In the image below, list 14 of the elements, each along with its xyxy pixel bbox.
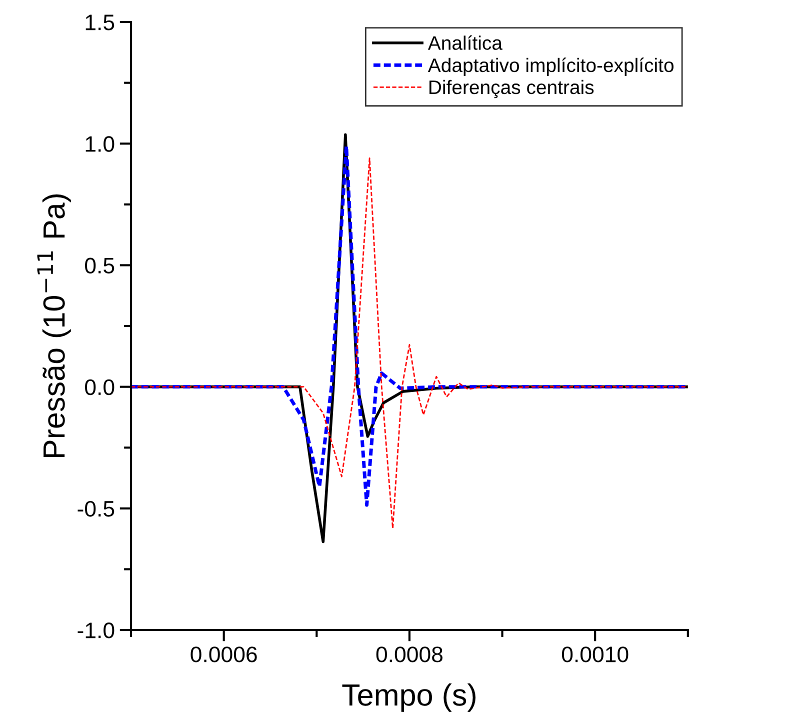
y-tick-label: 0.5 — [85, 258, 114, 274]
x-tick-label: 0.0010 — [562, 646, 628, 662]
legend-label: Diferenças centrais — [429, 80, 594, 98]
y-tick-label: -0.5 — [78, 500, 114, 517]
x-axis-title: Tempo (s) — [342, 683, 476, 712]
x-tick-label: 0.0006 — [190, 646, 257, 662]
y-tick-label: 0.0 — [85, 379, 114, 396]
y-tick-label: -1.0 — [78, 622, 114, 638]
y-tick-label: 1.0 — [86, 136, 114, 152]
x-tick-label: 0.0008 — [376, 646, 442, 662]
legend-label: Adaptativo implícito-explícito — [428, 58, 674, 76]
y-axis-title: Pressão (10$^{−11}$ Pa) — [37, 194, 71, 458]
legend-label: Analítica — [428, 35, 502, 50]
y-tick-label: 1.5 — [86, 14, 114, 30]
